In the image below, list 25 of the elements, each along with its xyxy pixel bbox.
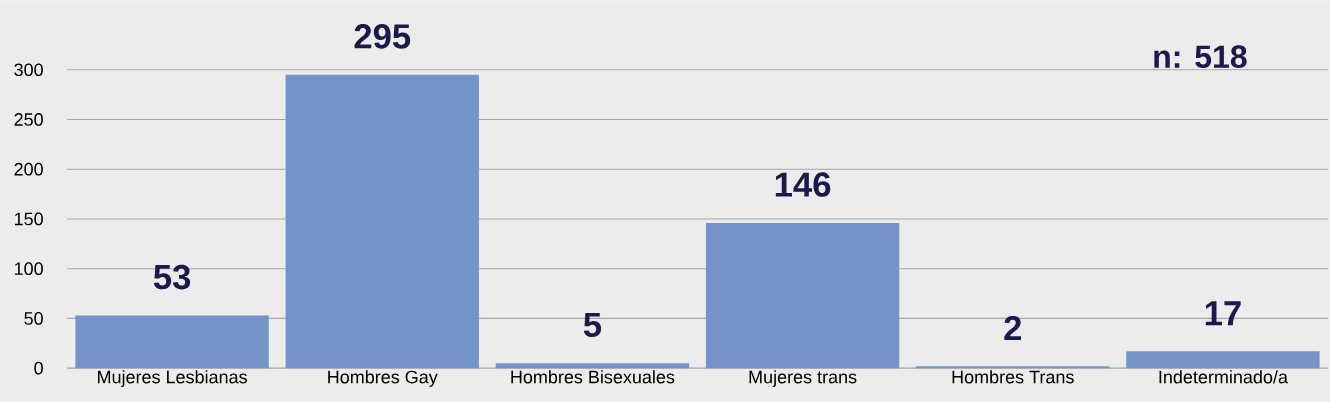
bar bbox=[285, 74, 479, 369]
x-tick-label: Indeterminado/a bbox=[1159, 370, 1288, 384]
data-label: 17 bbox=[1205, 301, 1241, 326]
y-tick-label: 0 bbox=[34, 361, 43, 375]
y-tick-label: 250 bbox=[14, 113, 43, 126]
data-label: 53 bbox=[153, 264, 191, 290]
x-tick-label: Hombres Gay bbox=[328, 370, 438, 387]
data-label: 295 bbox=[354, 24, 411, 49]
y-tick-label: 150 bbox=[14, 212, 43, 226]
x-tick-label: Mujeres trans bbox=[749, 370, 857, 387]
bar bbox=[1126, 351, 1320, 369]
x-tick-label: Mujeres Lesbianas bbox=[98, 370, 247, 387]
y-tick-label: 300 bbox=[14, 63, 43, 77]
bar bbox=[705, 222, 900, 369]
annotation: n: 518 bbox=[1154, 45, 1247, 68]
bar bbox=[495, 363, 690, 369]
y-tick-label: 50 bbox=[24, 311, 43, 325]
y-tick-label: 200 bbox=[14, 162, 43, 176]
x-tick-label: Hombres Trans bbox=[952, 370, 1074, 384]
x-tick-label: Hombres Bisexuales bbox=[511, 370, 675, 384]
bar bbox=[75, 315, 269, 369]
data-label: 146 bbox=[775, 172, 831, 197]
y-tick-label: 100 bbox=[14, 262, 43, 275]
data-label: 5 bbox=[583, 312, 602, 338]
data-label: 2 bbox=[1004, 315, 1022, 341]
